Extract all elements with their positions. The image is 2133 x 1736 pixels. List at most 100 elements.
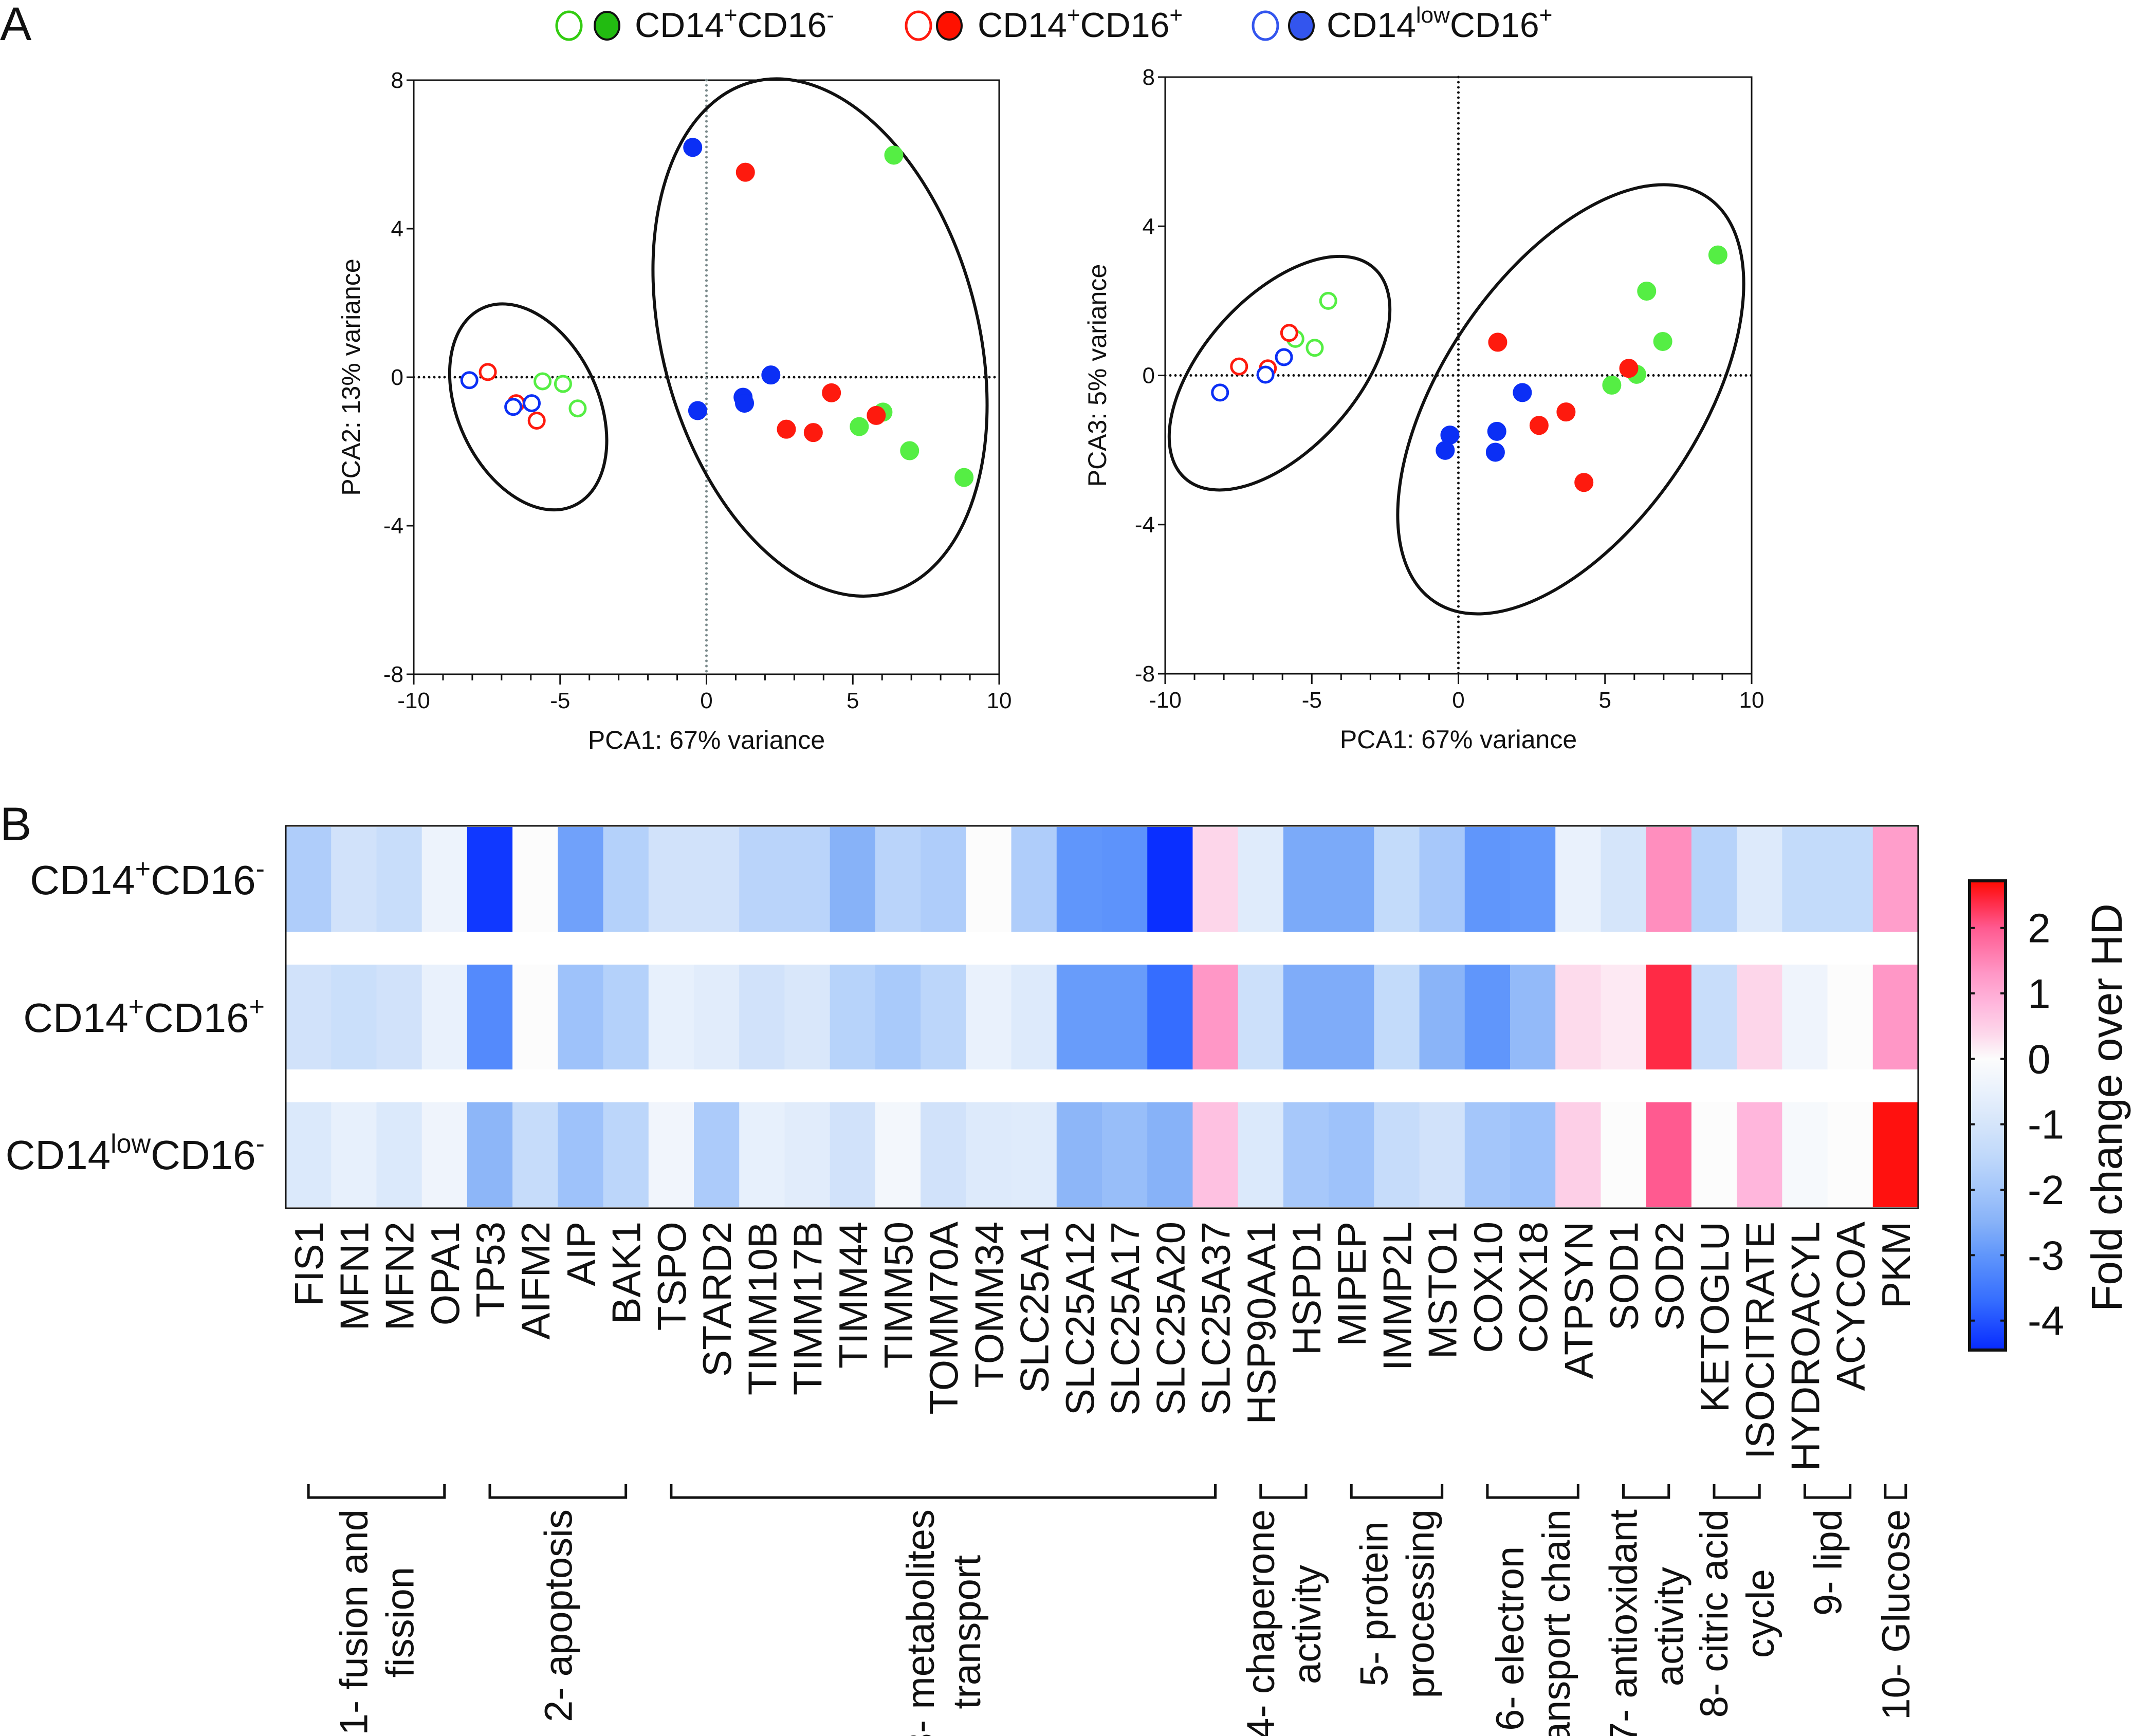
y-axis-label: PCA3: 5% variance <box>1083 264 1112 487</box>
heatmap-cell <box>376 827 422 932</box>
open-circle-icon <box>1252 10 1279 41</box>
heatmap-cell <box>1374 965 1420 1069</box>
heatmap-cell <box>1329 1102 1374 1207</box>
colorbar-tick-label: 2 <box>2028 906 2051 951</box>
heatmap-cell <box>1691 1102 1737 1207</box>
gene-label: TOMM70A <box>921 1222 966 1415</box>
gene-label: MIPEP <box>1329 1222 1374 1346</box>
heatmap-cell <box>467 965 513 1069</box>
heatmap-cell <box>1056 827 1102 932</box>
heatmap-cell <box>694 965 740 1069</box>
data-point-filled <box>884 145 904 165</box>
gene-label: TP53 <box>468 1222 513 1317</box>
gene-label: SLC25A17 <box>1102 1222 1148 1415</box>
category-label: activity <box>1285 1565 1329 1684</box>
heatmap-cell <box>784 1102 831 1207</box>
colorbar-tick-label: -4 <box>2028 1298 2064 1344</box>
gene-label: TSPO <box>649 1222 694 1331</box>
category-bracket <box>1350 1484 1444 1499</box>
data-point-filled <box>867 405 886 425</box>
gene-label: AIP <box>558 1222 603 1286</box>
data-point-filled <box>822 383 841 402</box>
colorbar-title: Fold change over HD <box>2083 903 2131 1312</box>
category-bracket <box>1803 1484 1852 1499</box>
data-point-open <box>1280 324 1298 342</box>
cluster-ellipse <box>448 302 609 512</box>
data-point-filled <box>1513 383 1532 402</box>
heatmap-cell <box>1737 1102 1782 1207</box>
data-point-open <box>504 398 523 416</box>
heatmap-cell <box>784 827 831 932</box>
data-point-filled <box>1436 440 1455 460</box>
heatmap-cell <box>1283 1102 1329 1207</box>
category-label: 6- electron <box>1488 1546 1532 1731</box>
heatmap-cell <box>1374 827 1420 932</box>
heatmap-cell <box>1691 965 1737 1069</box>
heatmap-cell <box>648 965 694 1069</box>
heatmap-cell <box>1056 965 1102 1069</box>
y-tick-label: 0 <box>391 365 403 390</box>
data-point-open <box>479 363 497 381</box>
filled-circle-icon <box>936 11 963 41</box>
data-point-filled <box>735 394 755 413</box>
heatmap-border <box>285 825 1919 1209</box>
gene-label: SLC25A20 <box>1148 1222 1193 1415</box>
legend-item-cd14pos-cd16pos: CD14+CD16+ <box>905 3 1183 45</box>
data-point-filled <box>1574 473 1594 492</box>
gene-label: MSTO1 <box>1420 1222 1465 1359</box>
heatmap-cell <box>1464 827 1511 932</box>
category-label: 3- metabolites <box>899 1509 943 1736</box>
heatmap-cell <box>648 827 694 932</box>
gene-label: TIMM17B <box>785 1222 831 1395</box>
heatmap-cell <box>830 965 876 1069</box>
x-axis-label: PCA1: 67% variance <box>588 726 825 754</box>
heatmap-cell <box>1555 827 1602 932</box>
heatmap-cell <box>1238 827 1284 932</box>
data-point-filled <box>1556 402 1576 422</box>
panel-label-b: B <box>0 798 31 851</box>
heatmap-cell <box>1147 965 1193 1069</box>
heatmap-cell <box>739 965 785 1069</box>
data-point-open <box>1275 348 1293 366</box>
gene-label: PKM <box>1873 1222 1919 1308</box>
y-tick-label: 8 <box>1143 65 1155 90</box>
y-tick-label: 0 <box>1143 363 1155 389</box>
heatmap-cell <box>558 827 604 932</box>
gene-label: AIFM2 <box>513 1222 558 1340</box>
data-point-open <box>568 399 587 418</box>
cluster-ellipse <box>1396 183 1745 616</box>
heatmap-cell <box>921 1102 966 1207</box>
filled-circle-icon <box>1288 11 1315 41</box>
heatmap-cell <box>875 1102 921 1207</box>
category-bracket <box>1884 1484 1907 1499</box>
heatmap-cell <box>421 827 468 932</box>
heatmap-cell <box>1737 965 1782 1069</box>
heatmap-cell <box>966 965 1012 1069</box>
data-point-open <box>534 372 552 391</box>
heatmap-cell <box>1056 1102 1102 1207</box>
open-circle-icon <box>555 10 583 41</box>
y-axis-label: PCA2: 13% variance <box>337 258 365 495</box>
data-point-filled <box>803 423 823 442</box>
heatmap-cell <box>1192 965 1239 1069</box>
heatmap-cell <box>1782 827 1828 932</box>
gene-label: HYDROACYL <box>1782 1222 1828 1471</box>
gene-label: COX18 <box>1511 1222 1556 1353</box>
gene-label: TIMM50 <box>876 1222 921 1369</box>
gene-label: HSPD1 <box>1284 1222 1329 1355</box>
gene-label: OPA1 <box>422 1222 468 1325</box>
heatmap-cell <box>1238 1102 1284 1207</box>
heatmap-cell <box>694 827 740 932</box>
data-point-filled <box>1619 359 1639 378</box>
category-label: 7- antioxidant <box>1602 1509 1646 1736</box>
legend: CD14+CD16- CD14+CD16+ CD14lowCD16+ <box>555 3 1552 45</box>
heatmap-row-labels: CD14+CD16- CD14+CD16+ CD14lowCD16- <box>6 854 265 1178</box>
data-point-open <box>1319 291 1337 310</box>
x-tick-label: 0 <box>1452 688 1464 713</box>
heatmap-cell <box>1011 827 1057 932</box>
y-tick-label: -8 <box>1135 661 1155 687</box>
category-bracket <box>307 1484 446 1499</box>
legend-item-cd14pos-cd16neg: CD14+CD16- <box>555 3 834 45</box>
gene-label: TOMM34 <box>966 1222 1012 1388</box>
heatmap-cell <box>1147 1102 1193 1207</box>
